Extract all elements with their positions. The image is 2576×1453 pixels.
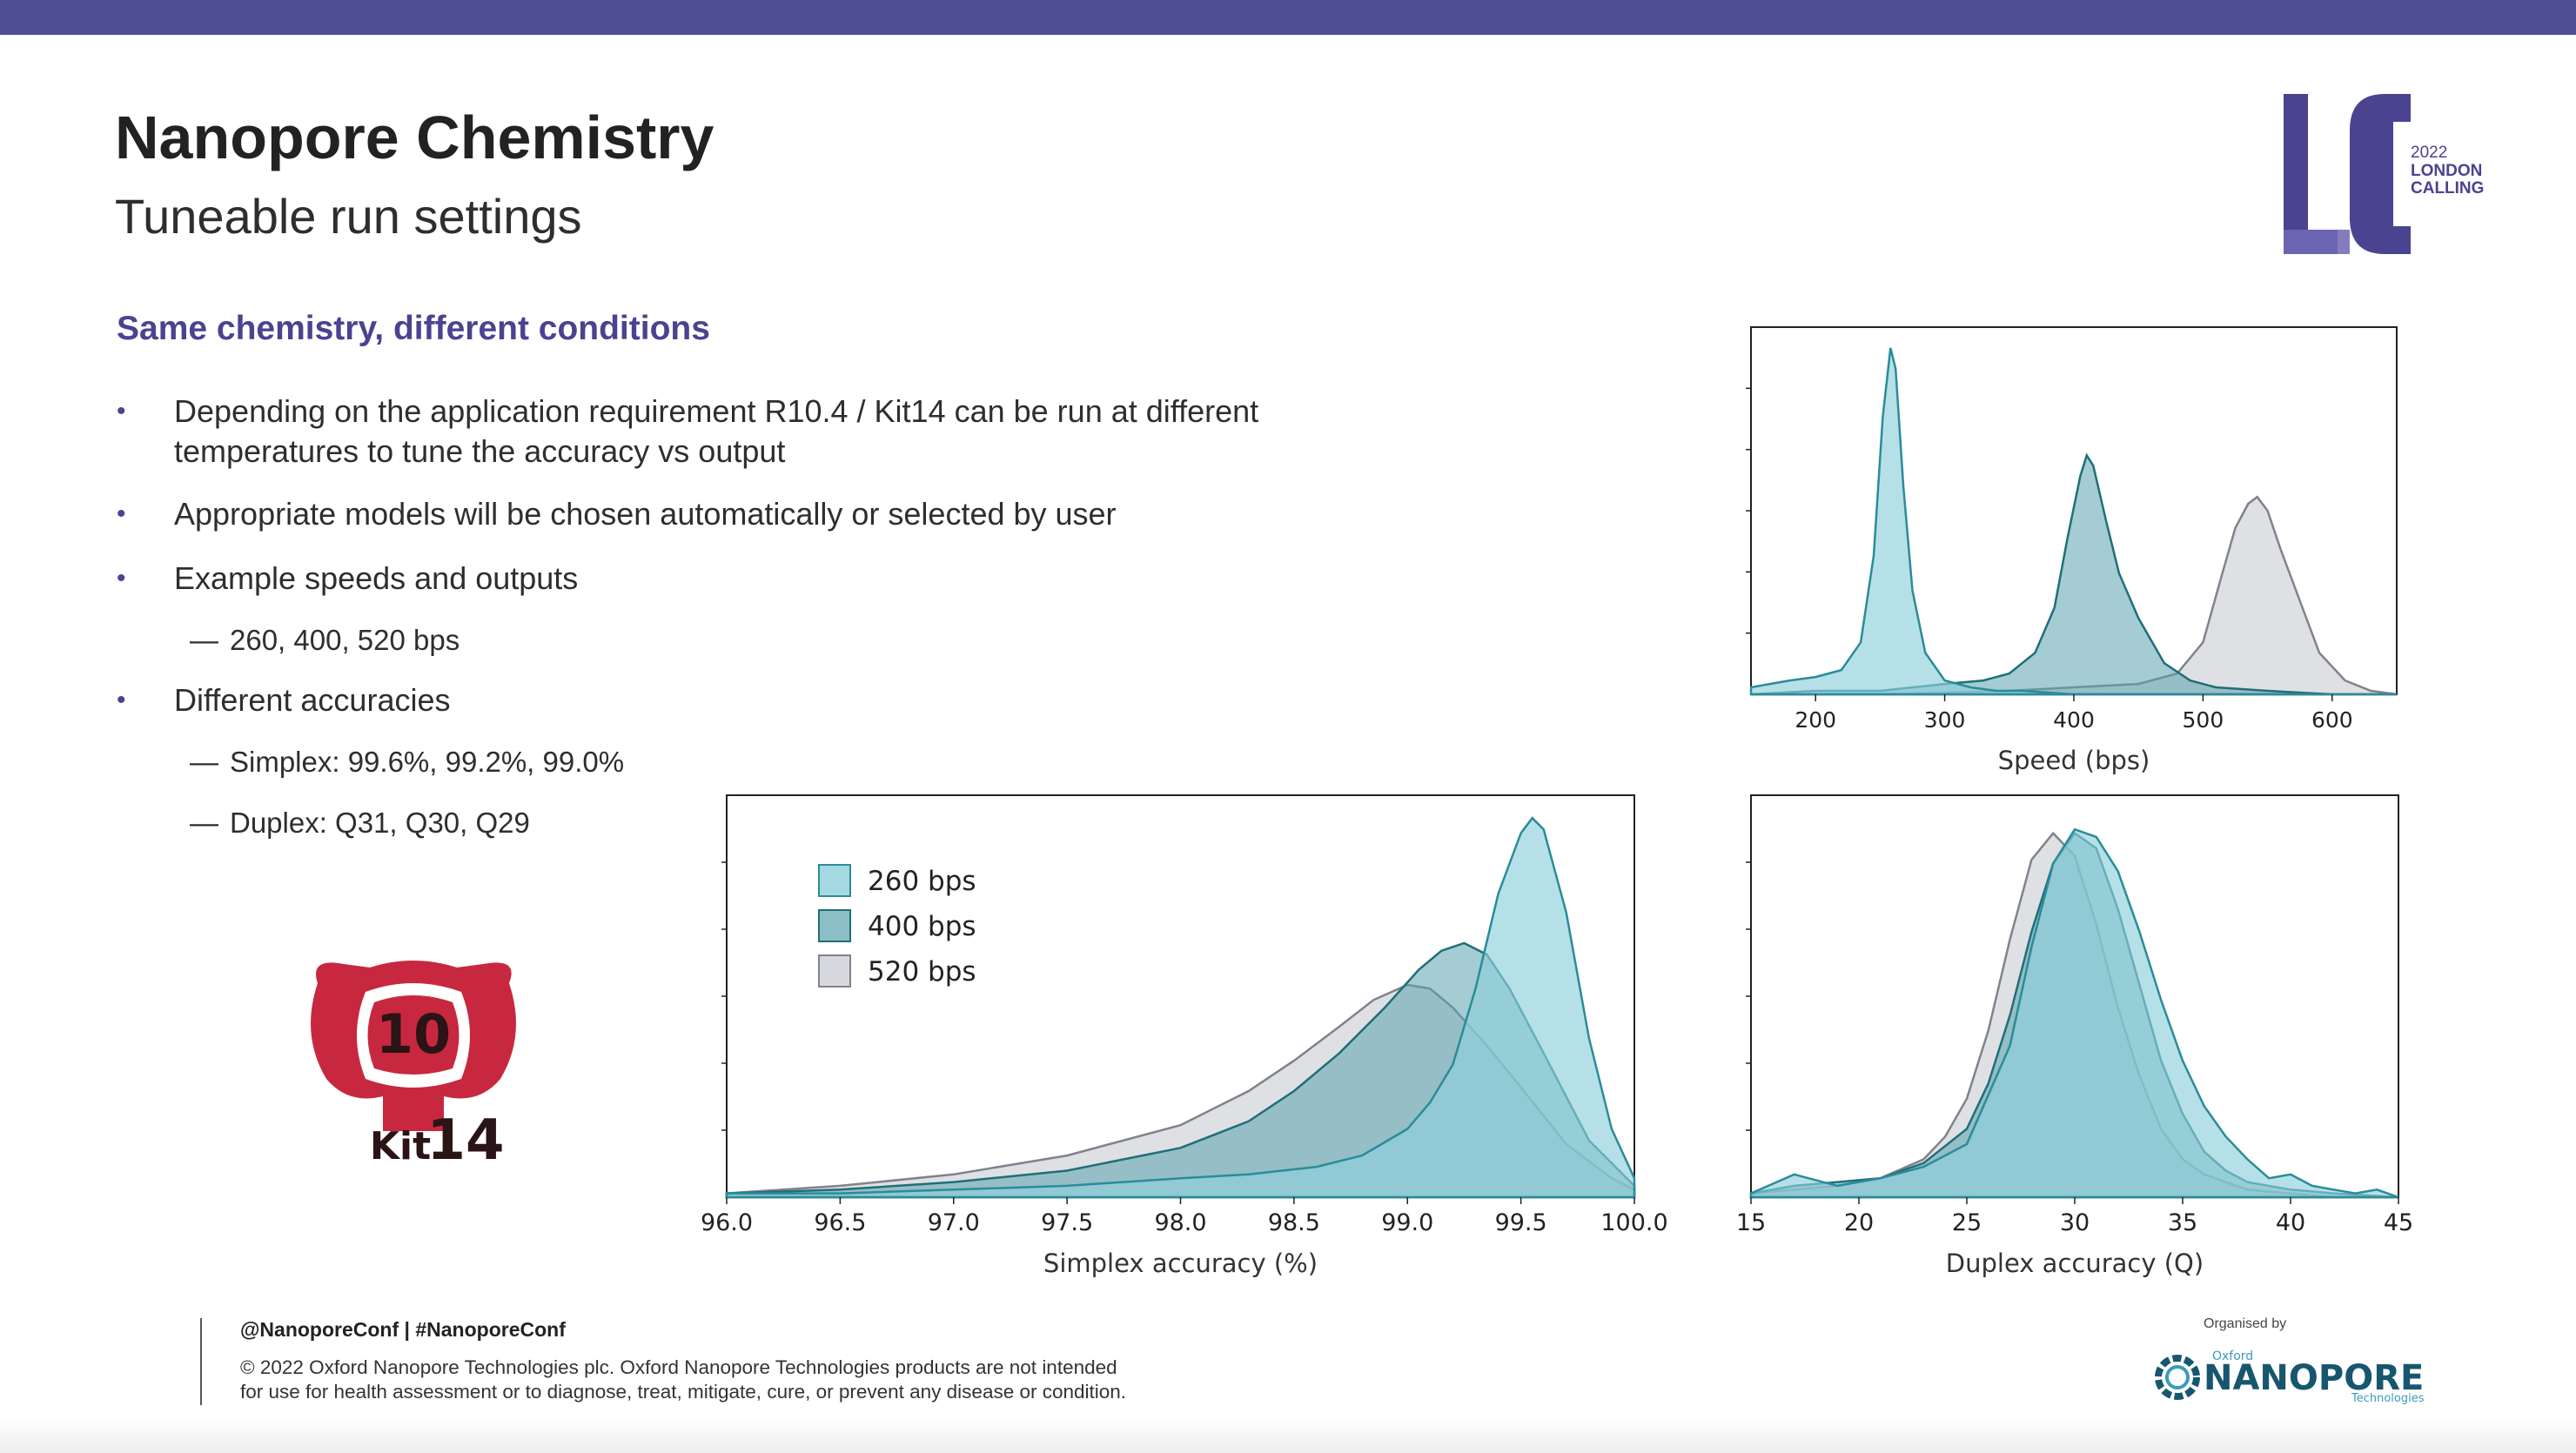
kit-number: 14	[426, 1108, 504, 1166]
kit14-logo: 10 Kit 14	[311, 961, 516, 1166]
legend-swatch	[818, 864, 851, 897]
sub-bullet-speeds: —260, 400, 520 bps	[190, 621, 460, 660]
legend-label: 520 bps	[868, 956, 976, 988]
lc-line2: CALLING	[2411, 179, 2485, 198]
bottom-edge	[0, 1418, 2576, 1453]
legend-label: 400 bps	[868, 911, 976, 942]
legend-swatch	[818, 909, 851, 942]
x-tick-label: 45	[2384, 1209, 2413, 1236]
series-area-260-bps	[725, 816, 1636, 1199]
x-tick-label: 400	[2053, 707, 2095, 733]
sub-marker: —	[190, 624, 218, 656]
bullet-text: temperatures to tune the accuracy vs out…	[174, 433, 786, 469]
bullet-marker: •	[117, 499, 126, 528]
x-tick-label: 500	[2183, 707, 2224, 733]
series-area-400-bps	[1750, 452, 2397, 696]
x-tick-label: 100.0	[1600, 1209, 1667, 1236]
bullet-text: Depending on the application requirement…	[174, 393, 1259, 429]
oxford-nanopore-logo: Oxford NANOPORE Technologies	[2155, 1349, 2425, 1405]
copyright-line: for use for health assessment or to diag…	[240, 1381, 1127, 1403]
x-tick-label: 300	[1924, 707, 1966, 733]
org-name: NANOPORE	[2204, 1358, 2424, 1398]
bullet-marker: •	[117, 564, 126, 593]
social-handle: @NanoporeConf | #NanoporeConf	[240, 1318, 566, 1341]
bullet-text: Example speeds and outputs	[174, 560, 579, 596]
sub-marker: —	[190, 746, 218, 778]
x-axis-label: Speed (bps)	[1998, 746, 2150, 775]
organised-by-label: Organised by	[2204, 1316, 2287, 1331]
x-tick-label: 97.0	[928, 1209, 980, 1236]
x-tick-label: 40	[2276, 1209, 2305, 1236]
speed-density-chart: 200 300 400 500 600 Speed (bps)	[1746, 326, 2398, 775]
copyright-line: © 2022 Oxford Nanopore Technologies plc.…	[240, 1356, 1117, 1378]
org-suffix: Technologies	[2351, 1392, 2425, 1405]
sub-marker: —	[190, 807, 218, 839]
bullet-text: Different accuracies	[174, 682, 451, 718]
slide-subtitle: Tuneable run settings	[115, 189, 582, 244]
x-tick-label: 20	[1844, 1209, 1874, 1236]
x-tick-label: 98.0	[1154, 1209, 1206, 1236]
top-accent-bar	[0, 0, 2576, 35]
london-calling-logo: LC	[2284, 94, 2411, 254]
sub-bullet-duplex: — Duplex: Q31, Q30, Q29	[190, 804, 530, 842]
lc-year: 2022	[2411, 144, 2448, 162]
x-tick-label: 97.5	[1041, 1209, 1093, 1236]
x-tick-label: 25	[1952, 1209, 1982, 1236]
sub-bullet-simplex: — Simplex: 99.6%, 99.2%, 99.0%	[190, 743, 624, 781]
x-tick-label: 30	[2060, 1209, 2090, 1236]
bullet-text: Appropriate models will be chosen automa…	[174, 496, 1117, 532]
legend-swatch	[818, 954, 851, 988]
x-tick-label: 99.5	[1495, 1209, 1547, 1236]
lc-line1: LONDON	[2411, 162, 2483, 180]
footer-divider	[200, 1318, 202, 1405]
x-axis-label: Duplex accuracy (Q)	[1946, 1249, 2204, 1278]
series-area-260-bps	[1749, 827, 2399, 1199]
series-area-260-bps	[1749, 347, 2397, 696]
x-tick-label: 35	[2168, 1209, 2197, 1236]
bullet-marker: •	[117, 397, 126, 425]
section-heading: Same chemistry, different conditions	[117, 310, 710, 347]
legend-label: 260 bps	[868, 866, 976, 897]
slide-title: Nanopore Chemistry	[115, 104, 714, 171]
kit-number-ten: 10	[376, 1002, 451, 1066]
x-tick-label: 200	[1794, 707, 1836, 733]
x-axis-label: Simplex accuracy (%)	[1043, 1249, 1318, 1278]
bullet-marker: •	[117, 686, 126, 714]
kit-word: Kit	[370, 1124, 431, 1166]
x-tick-label: 99.0	[1381, 1209, 1433, 1236]
x-tick-label: 96.0	[701, 1209, 753, 1236]
x-tick-label: 15	[1736, 1209, 1766, 1236]
duplex-density-chart: 15 20 25 30 35 40 45 Duplex accuracy (Q)	[1736, 794, 2413, 1278]
x-tick-label: 600	[2311, 707, 2353, 733]
org-prefix: Oxford	[2212, 1349, 2253, 1363]
simplex-density-chart: 96.0 96.5 97.0 97.5 98.0 98.5 99.0 99.5 100.0 Sim…	[701, 794, 1668, 1278]
x-tick-label: 98.5	[1268, 1209, 1320, 1236]
x-tick-label: 96.5	[814, 1209, 866, 1236]
